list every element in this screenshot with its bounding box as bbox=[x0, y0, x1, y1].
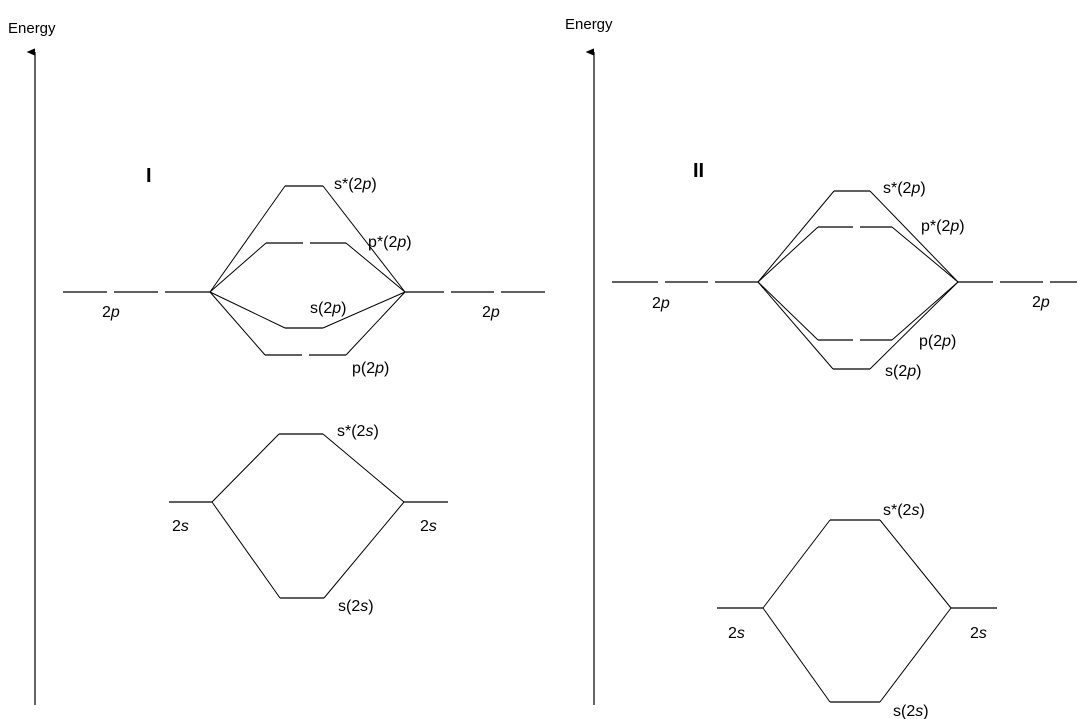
diagram-title-II: II bbox=[693, 160, 704, 182]
label-sigma-2s-II: s(2s) bbox=[893, 703, 929, 719]
correlation-lines-2p-I bbox=[209, 185, 406, 356]
label-sigma-star-2s-I: s*(2s) bbox=[337, 423, 379, 440]
label-ao-2p-left-II: 2p bbox=[652, 295, 670, 312]
label-pi-star-2p-I: p*(2p) bbox=[368, 234, 412, 251]
label-pi-star-2p-II: p*(2p) bbox=[921, 218, 965, 235]
label-ao-2s-right-II: 2s bbox=[970, 625, 987, 642]
correlation-lines-2p-II bbox=[757, 190, 959, 370]
energy-axis-label-left: Energy bbox=[8, 20, 56, 37]
correlation-lines-2s-II bbox=[762, 519, 952, 703]
label-pi-2p-II: p(2p) bbox=[919, 333, 956, 350]
label-pi-2p-I: p(2p) bbox=[352, 360, 389, 377]
correlation-lines-2s-I bbox=[211, 433, 405, 599]
label-sigma-star-2p-I: s*(2p) bbox=[334, 176, 377, 193]
label-ao-2p-right-II: 2p bbox=[1032, 294, 1050, 311]
label-sigma-2p-I: s(2p) bbox=[310, 300, 346, 317]
label-ao-2p-right-I: 2p bbox=[482, 304, 500, 321]
label-ao-2s-left-II: 2s bbox=[728, 625, 745, 642]
diagram-I: Energy I bbox=[8, 20, 545, 705]
label-sigma-2p-II: s(2p) bbox=[885, 363, 921, 380]
diagram-II: Energy II bbox=[565, 16, 1077, 719]
energy-axis-label-right: Energy bbox=[565, 16, 613, 33]
label-ao-2s-left-I: 2s bbox=[172, 518, 189, 535]
label-sigma-2s-I: s(2s) bbox=[338, 598, 374, 615]
label-ao-2p-left-I: 2p bbox=[102, 304, 120, 321]
label-sigma-star-2p-II: s*(2p) bbox=[883, 180, 926, 197]
label-ao-2s-right-I: 2s bbox=[420, 518, 437, 535]
label-sigma-star-2s-II: s*(2s) bbox=[883, 502, 925, 519]
diagram-title-I: I bbox=[146, 165, 152, 187]
